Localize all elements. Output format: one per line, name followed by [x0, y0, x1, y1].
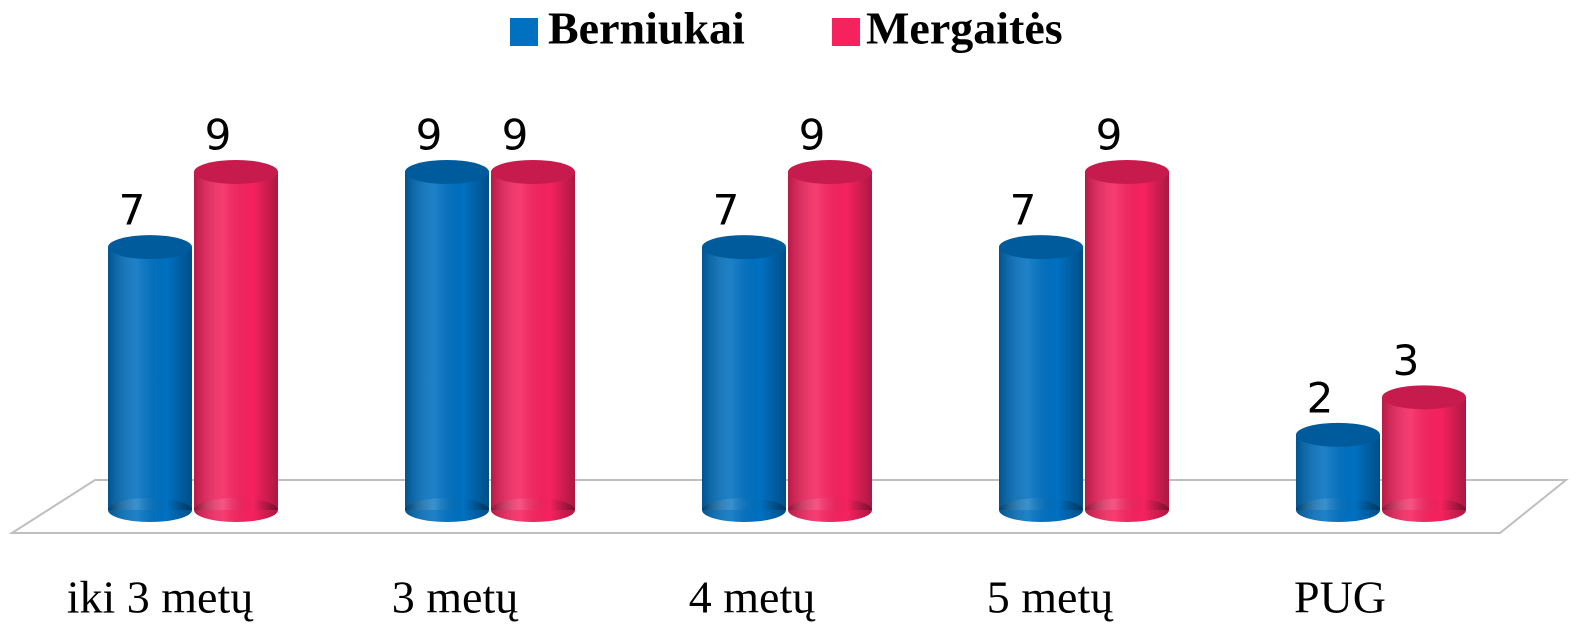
legend-label: Berniukai [548, 3, 745, 54]
data-label: 2 [1307, 373, 1334, 422]
bar-shade [702, 247, 786, 510]
bar-cap-top-shade [702, 235, 786, 260]
bar-cap-top [702, 235, 786, 260]
data-label: 7 [119, 186, 146, 235]
bar-shade [788, 172, 872, 510]
bar-cap-top [999, 235, 1083, 260]
bar-cap-top-shade [788, 160, 872, 184]
data-label: 3 [1393, 336, 1420, 385]
data-label: 7 [713, 186, 740, 235]
bar-cap-top-shade [1085, 160, 1169, 184]
bar-cap-top-shade [194, 160, 278, 184]
bar-cap-top-shade [1382, 385, 1466, 410]
bar-shade [1382, 397, 1466, 510]
bar-shade [405, 172, 489, 510]
x-tick-label: iki 3 metų [67, 572, 255, 623]
bar-cap-top [788, 160, 872, 184]
bar-cap-top-shade [999, 235, 1083, 260]
legend-swatch [510, 18, 538, 46]
bar-cap-top-shade [491, 160, 575, 184]
bar-cap-top [1296, 422, 1380, 447]
bar-cap-top [1085, 160, 1169, 184]
data-label: 9 [1096, 111, 1123, 160]
bar-cap-top [194, 160, 278, 184]
data-label: 9 [502, 111, 529, 160]
x-tick-label: 4 metų [689, 572, 816, 623]
bar-shade [1296, 434, 1380, 510]
data-label: 9 [205, 111, 232, 160]
x-tick-label: PUG [1294, 572, 1386, 623]
bar-shade [1085, 172, 1169, 510]
bar-cap-top-shade [405, 160, 489, 184]
bar-shade [999, 247, 1083, 510]
bar-cap-top [108, 235, 192, 260]
bar-shade [194, 172, 278, 510]
legend-label: Mergaitės [866, 3, 1063, 54]
x-tick-label: 3 metų [392, 572, 519, 623]
data-label: 7 [1010, 186, 1037, 235]
x-tick-label: 5 metų [987, 572, 1114, 623]
bar-cap-top [1382, 385, 1466, 410]
data-label: 9 [799, 111, 826, 160]
legend-swatch [832, 18, 860, 46]
bar-cap-top-shade [1296, 422, 1380, 447]
bar-cap-top [405, 160, 489, 184]
bar-cap-top [491, 160, 575, 184]
bar-cap-top-shade [108, 235, 192, 260]
bar-shade [491, 172, 575, 510]
data-label: 9 [416, 111, 443, 160]
bar-shade [108, 247, 192, 510]
